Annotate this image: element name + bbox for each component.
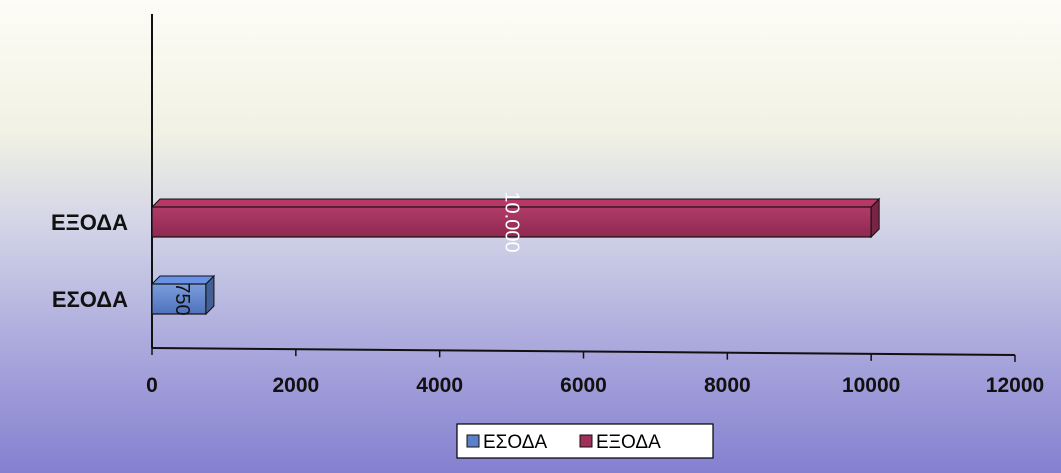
- bars: [150, 197, 881, 316]
- bar-end-face: [205, 274, 215, 316]
- x-tick-label: 12000: [986, 374, 1044, 397]
- legend-entry-label: ΕΞΟΔΑ: [596, 432, 661, 453]
- category-labels: ΕΣΟΔΑ ΕΞΟΔΑ: [51, 210, 128, 312]
- legend-swatch: [579, 434, 593, 448]
- bar-end-face: [870, 197, 880, 239]
- legend: ΕΣΟΔΑ ΕΞΟΔΑ: [456, 423, 714, 459]
- category-label: ΕΞΟΔΑ: [51, 210, 128, 235]
- data-label: 10.000: [501, 191, 523, 252]
- plot-area: 0 2000 4000 6000 8000 10000 12000 ΕΣΟΔΑ ΕΞΟΔΑ 7…: [51, 14, 1044, 397]
- data-label: 750: [171, 282, 193, 315]
- x-tick-label: 10000: [842, 374, 900, 397]
- x-tick-label: 8000: [704, 374, 751, 397]
- data-labels: 750 10.000: [171, 191, 523, 315]
- x-tick-label: 2000: [272, 374, 319, 397]
- bar: [151, 283, 207, 315]
- x-tick-label: 4000: [416, 374, 463, 397]
- legend-entry-label: ΕΣΟΔΑ: [483, 432, 547, 453]
- x-tick-label: 0: [146, 374, 158, 397]
- x-tick-label: 6000: [560, 374, 607, 397]
- legend-swatch: [466, 434, 480, 448]
- bar: [151, 206, 872, 238]
- category-label: ΕΣΟΔΑ: [52, 287, 128, 312]
- x-ticks: 0 2000 4000 6000 8000 10000 12000: [146, 348, 1044, 397]
